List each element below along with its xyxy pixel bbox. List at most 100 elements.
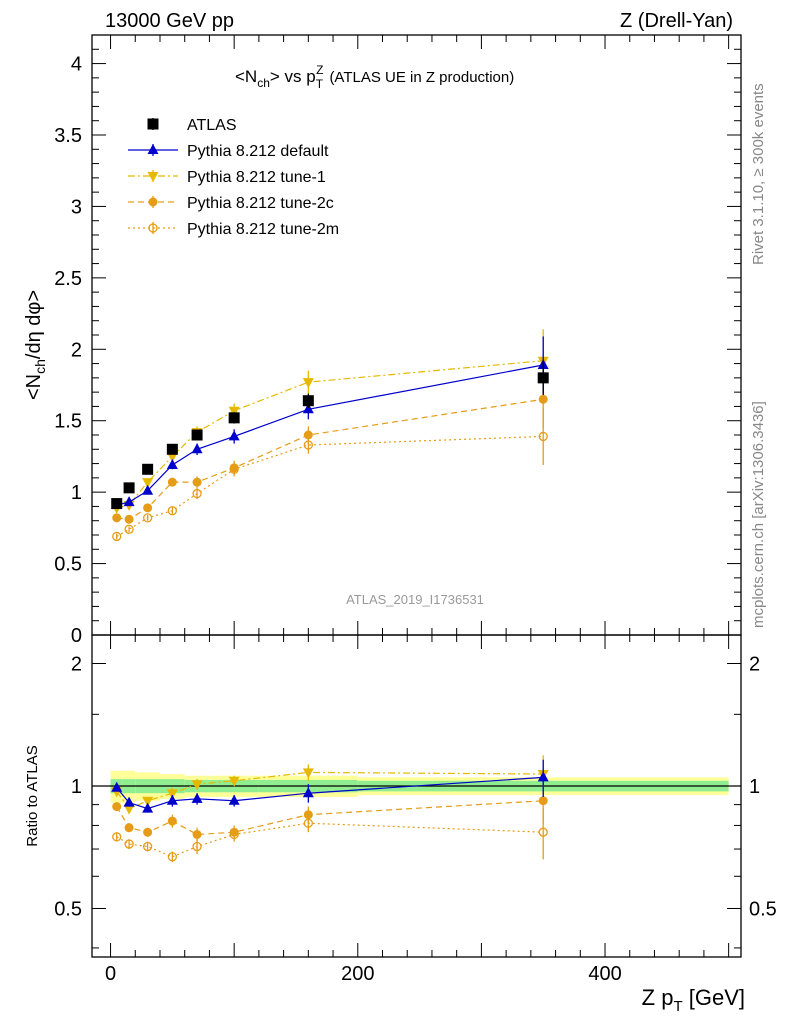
point-default (228, 430, 240, 441)
ratio-point-tune2c (143, 827, 153, 837)
ratio-point-tune2c (167, 816, 177, 826)
x-label-pre: Z p (642, 985, 674, 1010)
ratio-line-tune1 (116, 771, 544, 810)
point-tune2c (112, 513, 122, 523)
ratio-point-tune2c (192, 830, 202, 840)
point-default (302, 403, 314, 414)
ratio-series-tune2m (112, 808, 548, 863)
title-detail: (ATLAS UE in Z production) (329, 69, 514, 86)
title-main: <N (235, 67, 257, 86)
ratio-point-tune1 (228, 776, 240, 787)
ratio-point-tune2c (538, 796, 548, 806)
ratio-y-tick-label-right: 2 (749, 654, 760, 676)
point-tune1 (228, 406, 240, 417)
point-tune2m (142, 513, 153, 523)
ratio-point-default (302, 787, 314, 798)
main-y-tick-label: 2.5 (54, 268, 82, 290)
ratio-series-tune2c (112, 780, 548, 842)
ratio-point-tune2m (112, 832, 122, 842)
ratio-y-label: Ratio to ATLAS (24, 745, 41, 846)
ratio-point-tune1 (123, 804, 135, 815)
legend-item-atlas: ATLAS (147, 117, 237, 134)
legend-marker-atlas (147, 118, 159, 130)
series-tune2m (112, 407, 548, 542)
legend-label-tune2c: Pythia 8.212 tune-2c (187, 195, 334, 212)
mcplots-label: mcplots.cern.ch [arXiv:1306.3436] (750, 401, 767, 628)
point-tune2c (229, 463, 239, 473)
legend-item-default: Pythia 8.212 default (128, 143, 329, 160)
header-right: Z (Drell-Yan) (620, 10, 733, 32)
main-y-label-sub: ch (32, 359, 48, 374)
uncertainty-bands (110, 770, 729, 803)
point-default (123, 496, 135, 507)
ratio-point-tune2m (142, 841, 153, 852)
ratio-point-default (142, 802, 154, 813)
main-y-tick-label: 2 (71, 339, 82, 361)
ratio-frame (91, 634, 742, 958)
point-atlas (537, 372, 549, 384)
point-atlas (228, 412, 240, 424)
point-atlas (191, 429, 203, 441)
ratio-x-tick-label: 200 (341, 963, 374, 985)
series-default (111, 336, 549, 509)
point-tune2c (192, 477, 202, 487)
ratio-y-tick-label: 0.5 (54, 898, 82, 920)
main-y-label-pre: <N (23, 374, 45, 400)
point-tune2c (303, 430, 313, 440)
ratio-point-tune2m (538, 827, 548, 837)
ratio-plot: 0 200 400 0.5 0.5 1 1 2 2 (54, 634, 777, 985)
ratio-point-tune2m (167, 852, 178, 862)
ratio-y-tick-label-right: 0.5 (749, 898, 777, 920)
main-y-tick-label: 4 (71, 54, 82, 76)
ratio-x-tick-label: 0 (105, 963, 116, 985)
ratio-y-tick-label: 1 (71, 776, 82, 798)
ratio-y-tick-label: 2 (71, 654, 82, 676)
main-y-label: <Nch/dη dφ> (23, 290, 48, 400)
ratio-point-default (166, 794, 178, 805)
main-y-tick-label: 0.5 (54, 554, 82, 576)
point-atlas (123, 482, 135, 494)
point-atlas (111, 498, 123, 510)
point-tune2c (124, 514, 134, 524)
main-y-tick-label: 1.5 (54, 411, 82, 433)
title-vs-sup: Z (316, 63, 323, 77)
point-atlas (142, 463, 154, 475)
header-left: 13000 GeV pp (105, 10, 234, 32)
ratio-point-tune2c (229, 827, 239, 837)
ratio-point-default (228, 794, 240, 805)
title-vs-sub: T (316, 77, 324, 91)
point-tune2m (538, 431, 548, 442)
main-y-tick-label: 1 (71, 482, 82, 504)
point-tune2c (167, 477, 177, 487)
point-tune1 (166, 452, 178, 463)
ratio-point-tune1 (302, 768, 314, 779)
legend-item-tune2c: Pythia 8.212 tune-2c (128, 195, 334, 212)
series-tune2c (112, 370, 548, 524)
ratio-point-tune1 (166, 789, 178, 800)
legend-item-tune1: Pythia 8.212 tune-1 (128, 169, 326, 186)
ratio-point-default (123, 796, 135, 807)
point-tune2c (143, 503, 153, 513)
ratio-point-tune2m (124, 839, 134, 849)
rivet-label: Rivet 3.1.10, ≥ 300k events (750, 83, 767, 265)
point-atlas (166, 443, 178, 455)
main-y-tick-label: 3 (71, 196, 82, 218)
legend-label-default: Pythia 8.212 default (187, 143, 329, 160)
point-tune2m (124, 524, 134, 534)
point-tune2c (538, 394, 548, 404)
x-label: Z pT [GeV] (642, 985, 745, 1015)
ratio-series-default (111, 759, 549, 813)
legend-marker-tune2m (148, 223, 158, 233)
title-main-sub: ch (257, 76, 270, 90)
point-default (166, 459, 178, 469)
plot-title: <Nch> vs pTZ (ATLAS UE in Z production) (235, 63, 514, 91)
point-tune2m (167, 506, 178, 516)
ratio-point-tune1 (191, 780, 203, 791)
point-tune1 (302, 378, 314, 389)
ratio-line-tune2m (116, 822, 544, 858)
point-tune2m (192, 488, 202, 499)
point-default (142, 484, 154, 495)
point-tune1 (142, 478, 154, 489)
ratio-point-tune2c (112, 802, 122, 812)
ratio-point-default (111, 781, 123, 792)
